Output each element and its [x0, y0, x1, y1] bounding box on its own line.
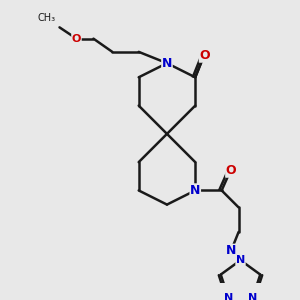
- Text: CH₃: CH₃: [38, 13, 56, 22]
- Text: O: O: [200, 49, 210, 62]
- Text: N: N: [190, 184, 200, 197]
- Text: O: O: [72, 34, 81, 44]
- Text: N: N: [236, 255, 245, 265]
- Text: N: N: [224, 293, 233, 300]
- Text: N: N: [248, 293, 257, 300]
- Text: N: N: [226, 244, 236, 257]
- Text: N: N: [162, 57, 172, 70]
- Text: O: O: [226, 164, 236, 177]
